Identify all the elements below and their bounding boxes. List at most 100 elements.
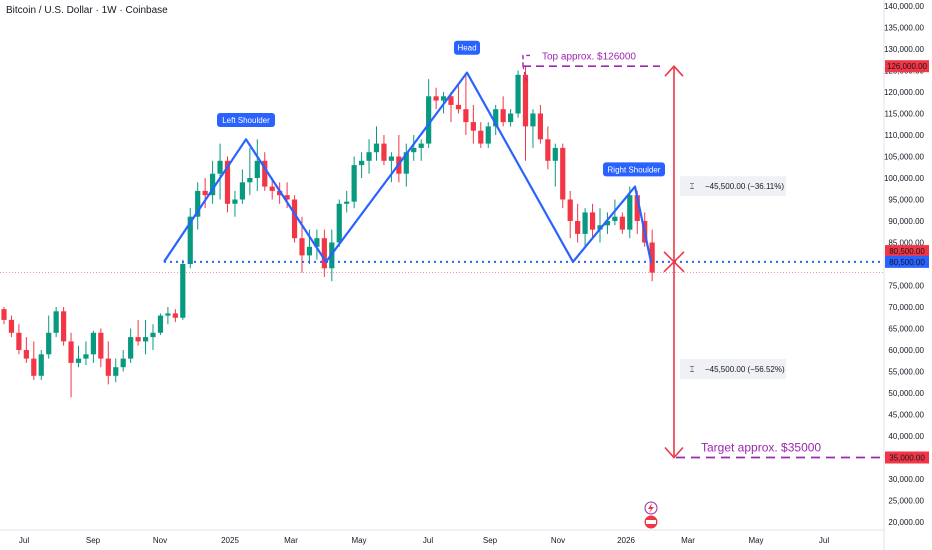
target-price-tag-text: 35,000.00 [889,454,925,463]
measure-icon: ⌶ [690,182,695,191]
candle-body [649,242,655,273]
y-tick-label: 110,000.00 [885,131,925,140]
candle-body [262,160,268,187]
x-tick-label: May [748,536,763,545]
candle-body [418,143,424,148]
candle-body [604,221,611,226]
candle-body [165,313,171,316]
candle-body [31,358,37,376]
y-tick-label: 140,000.00 [884,2,925,11]
candle-body [373,143,380,153]
right-shoulder-label-text: Right Shoulder [608,165,661,174]
top-tick [522,66,528,84]
candle-body [232,199,238,204]
candle-body [120,358,126,368]
us-flag-stripe [646,520,656,524]
candles [1,66,655,398]
neckline-price-tag-blue: 80,500.00 [885,255,929,268]
measure-box-up: ⌶ −45,500.00 (−36.11%) [680,176,786,197]
candle-body [284,195,290,200]
measure-arrow-head-up [664,65,684,77]
candle-body [634,195,640,221]
neckline-price-tag-text: 80,500.00 [889,247,925,256]
y-tick-label: 75,000.00 [888,282,924,291]
candle-body [217,160,223,174]
candle-body [448,96,454,105]
x-tick-label: Nov [153,536,167,545]
candle-body [53,311,59,333]
candle-body [247,178,253,183]
candle-body [210,173,216,196]
candle-body [627,195,633,230]
neckline-price-tag-blue-text: 80,500.00 [889,258,925,267]
measure-box-up-text: −45,500.00 (−36.11%) [705,182,784,191]
y-tick-label: 115,000.00 [885,110,925,119]
x-tick-label: Mar [284,536,298,545]
target-price-tag: 35,000.00 [885,451,929,464]
candle-body [493,109,499,127]
candle-body [180,264,186,318]
candle-body [500,109,506,123]
candle-body [61,311,67,342]
y-tick-label: 90,000.00 [888,217,924,226]
candle-body [433,96,439,101]
candle-body [440,96,447,101]
right-shoulder-label: Right Shoulder [603,162,665,177]
candle-body [299,238,305,256]
cross-mark-b [663,251,685,273]
candle-body [277,190,283,196]
y-tick-label: 25,000.00 [888,497,924,506]
y-tick-label: 20,000.00 [888,518,924,527]
candle-body [403,152,409,174]
y-tick-label: 105,000.00 [884,153,925,162]
top-annotation-text: Top approx. $126000 [542,51,636,62]
candle-body [537,113,543,140]
candle-body [612,216,618,221]
top-price-tag-text: 126,000.00 [887,62,928,71]
candle-body [46,332,52,355]
candle-body [172,313,178,318]
candle-body [75,358,82,363]
candle-body [470,122,476,131]
measure-box-down: ⌶ −45,500.00 (−56.52%) [680,358,786,379]
y-tick-label: 135,000.00 [884,24,925,33]
candle-body [113,367,119,376]
candle-body [195,190,201,217]
y-tick-label: 40,000.00 [888,432,924,441]
y-tick-label: 55,000.00 [888,368,924,377]
candle-body [530,113,536,127]
candle-body [142,337,149,342]
head-label-text: Head [457,44,476,53]
candle-body [269,186,275,191]
x-tick-label: Sep [483,536,498,545]
candle-body [388,156,394,161]
left-shoulder-label-text: Left Shoulder [222,116,270,125]
x-tick-label: Sep [86,536,101,545]
x-tick-label: Jul [819,536,829,545]
candle-body [291,199,298,239]
candle-body [135,337,141,342]
top-bracket [522,54,530,67]
candle-body [567,199,573,221]
candle-body [254,160,260,178]
measure-arrow-head-down [664,446,684,459]
y-tick-label: 95,000.00 [888,196,924,205]
candle-body [187,216,193,264]
candle-body [83,354,89,359]
candle-body [515,74,521,114]
y-tick-label: 100,000.00 [884,174,925,183]
candle-body [455,104,462,110]
head-label: Head [454,40,480,55]
y-tick-label: 60,000.00 [888,346,924,355]
candle-body [105,358,111,376]
candle-body [366,152,372,161]
candle-body [68,341,74,363]
candle-body [411,147,417,153]
candle-body [589,212,596,230]
y-tick-label: 70,000.00 [888,303,924,312]
y-tick-label: 45,000.00 [888,411,924,420]
measure-icon: ⌶ [690,365,695,374]
y-tick-label: 85,000.00 [888,239,924,248]
candle-body [202,190,208,196]
